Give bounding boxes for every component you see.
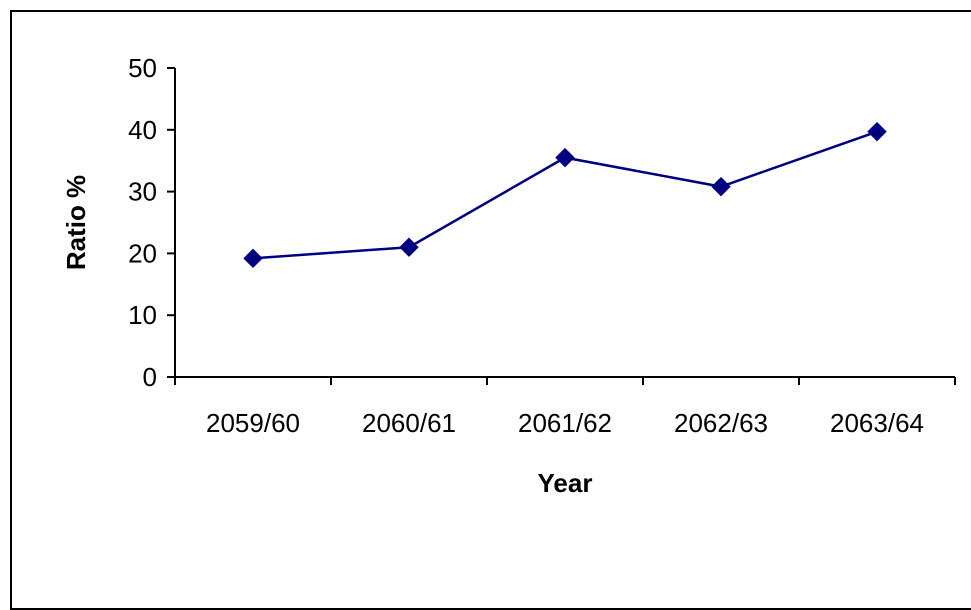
x-tick-label: 2061/62: [518, 408, 612, 438]
y-tick-label: 30: [128, 177, 157, 207]
data-point-marker: [399, 237, 419, 257]
x-ticks: 2059/60 2060/61 2061/62 2062/63 2063/64: [174, 377, 956, 438]
y-tick-label: 20: [128, 238, 157, 268]
y-tick-label: 0: [143, 362, 157, 392]
x-tick-label: 2063/64: [830, 408, 924, 438]
y-axis-title: Ratio %: [61, 175, 91, 270]
y-tick-label: 10: [128, 300, 157, 330]
data-point-marker: [243, 248, 263, 269]
x-axis-title: Year: [538, 468, 593, 498]
data-point-marker: [711, 176, 731, 197]
x-tick-label: 2062/63: [674, 408, 768, 438]
series-group: [243, 121, 887, 269]
data-point-marker: [555, 147, 575, 168]
line-chart: 0 10 20 30 40 50 2059/60 2060/61 2061/62 2062/63…: [61, 53, 956, 498]
x-tick-label: 2059/60: [206, 408, 300, 438]
y-ticks: 0 10 20 30 40 50: [128, 53, 175, 392]
data-point-marker: [867, 121, 887, 142]
x-tick-label: 2060/61: [362, 408, 456, 438]
y-tick-label: 40: [128, 115, 157, 145]
axes: [174, 68, 955, 378]
y-tick-label: 50: [128, 53, 157, 83]
